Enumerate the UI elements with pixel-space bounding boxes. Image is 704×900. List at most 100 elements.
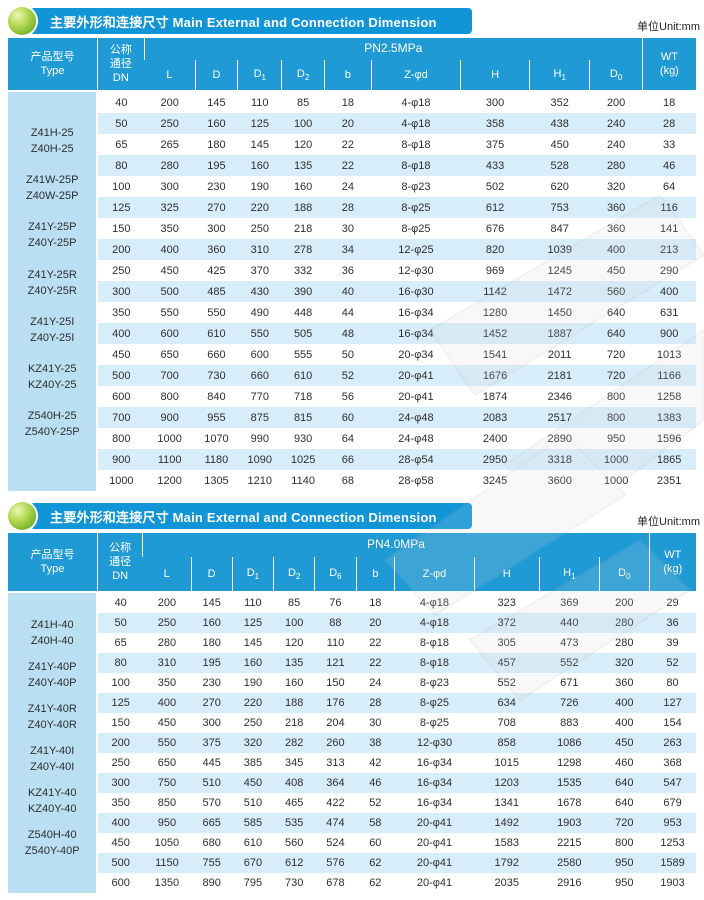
table-cell: 8-φ25	[401, 201, 431, 214]
table-cell: 33	[663, 138, 676, 151]
table-cell: 310	[157, 657, 177, 669]
table-row: 100 350 230 190 160 150 24 8-φ23 552 671 360 80	[8, 673, 696, 693]
table-cell: 450	[112, 348, 131, 361]
table-cell: 795	[243, 877, 263, 889]
table-row: 250 650 445 385 345 313 42 16-φ34 1015 1298 460 368	[8, 753, 696, 773]
col-header-D: D	[194, 60, 238, 91]
table-cell: 52	[369, 797, 382, 809]
table-cell: 350	[112, 306, 131, 319]
table-cell: 22	[369, 637, 382, 649]
section-pn40: 主要外形和连接尺寸 Main External and Connection D…	[0, 491, 704, 893]
table-cell: 240	[606, 117, 626, 130]
table-cell: 950	[615, 877, 634, 889]
type-column-cell: Z41H-40 Z40H-40 Z41Y-40P Z40Y-40P Z41Y-40R Z4…	[8, 591, 99, 893]
table-row: Z41H-40 Z40H-40 Z41Y-40P Z40Y-40P Z41Y-40R Z4…	[8, 591, 696, 893]
col-header-Z-φd: Z-φd	[370, 60, 461, 91]
table-cell: 1015	[494, 757, 519, 769]
table-cell: 127	[663, 697, 682, 709]
col-header-Z-φd: Z-φd	[394, 557, 475, 592]
col-header-b: b	[355, 557, 395, 592]
table-cell: 555	[293, 348, 313, 361]
table-cell: 22	[341, 159, 354, 172]
section-title-zh: 主要外形和连接尺寸	[50, 14, 169, 30]
table-cell: 20-φ34	[398, 348, 434, 361]
table-cell: 800	[160, 390, 179, 403]
table-cell: 50	[341, 348, 354, 361]
table-cell: 280	[160, 159, 179, 172]
table-cell: 610	[207, 327, 226, 340]
type-group: Z540H-40 Z540Y-40P	[24, 829, 80, 858]
table-cell: 56	[341, 390, 354, 403]
table-cell: 270	[202, 697, 221, 709]
table-cell: 360	[207, 243, 226, 256]
table-row: 50 250 160 125 100 20 4-φ18 358 438 240 28	[8, 113, 696, 134]
col-header-D0: D0	[589, 60, 643, 91]
col-header-wt: WT (kg)	[648, 533, 696, 592]
table-cell: 4-φ18	[419, 617, 450, 629]
table-cell: 465	[284, 797, 304, 809]
table-cell: 460	[615, 757, 634, 769]
type-group: KZ41Y-25 KZ40Y-25	[27, 362, 77, 391]
table-cell: 360	[606, 222, 626, 235]
type-group: Z41H-25 Z40H-25	[30, 127, 74, 155]
table-cell: 660	[207, 348, 226, 361]
table-cell: 1200	[157, 474, 182, 487]
table-cell: 400	[157, 697, 177, 709]
table-cell: 1100	[157, 453, 182, 466]
table-cell: 8-φ18	[401, 138, 431, 151]
table-cell: 750	[157, 777, 177, 789]
table-cell: 28-φ58	[398, 474, 434, 487]
col-header-wt: WT (kg)	[641, 38, 696, 91]
table-cell: 576	[326, 857, 345, 869]
table-cell: 42	[369, 757, 382, 769]
table-cell: 65	[114, 637, 127, 649]
table-cell: 85	[281, 90, 325, 113]
table-cell: 218	[284, 717, 304, 729]
table-cell: 218	[293, 222, 313, 235]
table-cell: 660	[250, 369, 269, 382]
col-header-H: H	[473, 557, 540, 592]
table-cell: 1203	[494, 777, 519, 789]
table-cell: 700	[160, 369, 179, 382]
table-cell: 8-φ25	[401, 222, 431, 235]
table-cell: 1050	[154, 837, 180, 849]
section-title: 主要外形和连接尺寸 Main External and Connection D…	[50, 12, 437, 31]
table-cell: 2215	[557, 837, 582, 849]
table-cell: 8-φ18	[419, 637, 450, 649]
table-cell: 370	[250, 264, 269, 277]
table-cell: 450	[243, 777, 263, 789]
table-cell: 64	[341, 432, 354, 445]
col-header-H1: H1	[528, 60, 590, 91]
table-cell: 883	[560, 717, 579, 729]
table-cell: 24	[369, 677, 382, 689]
table-cell: 2083	[482, 411, 508, 424]
table-cell: 547	[663, 777, 682, 789]
table-cell: 930	[293, 432, 313, 445]
table-cell: 180	[202, 637, 221, 649]
table-cell: 160	[207, 117, 226, 130]
table-cell: 66	[341, 453, 354, 466]
table-cell: 600	[112, 390, 131, 403]
table-cell: 858	[497, 737, 516, 749]
table-cell: 300	[111, 777, 130, 789]
table-row: 65 280 180 145 120 110 22 8-φ18 305 473 280 39	[8, 633, 696, 653]
table-cell: 640	[606, 306, 626, 319]
dim-header-row: L D D1 D2 D6 b Z-φd H H1 D0	[8, 557, 696, 592]
table-cell: 278	[293, 243, 313, 256]
table-cell: 280	[157, 637, 177, 649]
table-cell: 8-φ18	[419, 657, 450, 669]
table-row: 350 850 570 510 465 422 52 16-φ34 1341 1678 640 679	[8, 793, 696, 813]
table-cell: 620	[550, 180, 569, 193]
table-cell: 3318	[547, 453, 572, 466]
table-cell: 1305	[204, 474, 229, 487]
table-cell: 1676	[482, 369, 508, 382]
table-cell: 4-φ18	[394, 591, 475, 613]
table-cell: 16-φ34	[416, 757, 453, 769]
table-cell: 313	[326, 757, 345, 769]
table-cell: 505	[293, 327, 313, 340]
table-row: 150 350 300 250 218 30 8-φ25 676 847 360 141	[8, 218, 696, 239]
table-cell: 700	[112, 411, 131, 424]
table-cell: 510	[202, 777, 221, 789]
table-cell: 8-φ23	[401, 180, 431, 193]
table-cell: 360	[615, 677, 634, 689]
